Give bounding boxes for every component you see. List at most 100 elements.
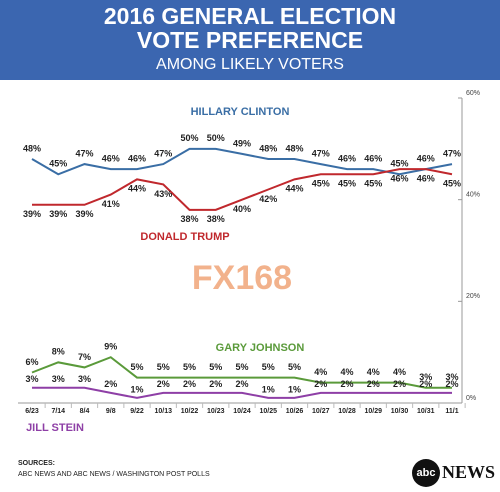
x-tick-label: 10/31 — [417, 408, 435, 415]
data-label: 5% — [235, 362, 248, 372]
data-label: 46% — [417, 174, 435, 184]
x-tick-label: 10/13 — [154, 408, 172, 415]
data-label: 45% — [390, 159, 408, 169]
x-tick-label: 9/8 — [106, 408, 116, 415]
data-label: 46% — [390, 174, 408, 184]
x-tick-label: 10/27 — [312, 408, 330, 415]
data-label: 39% — [23, 209, 41, 219]
data-label: 1% — [262, 384, 275, 394]
data-label: 2% — [419, 379, 432, 389]
data-label: 40% — [233, 204, 251, 214]
data-label: 39% — [75, 209, 93, 219]
logo-circle — [412, 459, 440, 487]
x-tick-label: 9/22 — [130, 408, 144, 415]
x-tick-label: 10/24 — [233, 408, 251, 415]
data-label: 2% — [104, 379, 117, 389]
chart-subtitle: AMONG LIKELY VOTERS — [156, 56, 344, 73]
data-label: 47% — [312, 148, 330, 158]
data-label: 43% — [154, 189, 172, 199]
data-label: 8% — [52, 347, 65, 357]
data-label: 5% — [288, 362, 301, 372]
data-label: 5% — [130, 362, 143, 372]
logo-mark: abc — [417, 467, 436, 479]
data-label: 2% — [340, 379, 353, 389]
data-label: 2% — [235, 379, 248, 389]
data-label: 44% — [128, 184, 146, 194]
data-label: 5% — [183, 362, 196, 372]
data-label: 5% — [157, 362, 170, 372]
data-label: 48% — [23, 143, 41, 153]
x-tick-label: 10/23 — [207, 408, 225, 415]
logo-text: NEWS — [442, 462, 495, 482]
data-label: 9% — [104, 342, 117, 352]
x-tick-label: 11/1 — [445, 408, 458, 415]
data-label: 38% — [207, 214, 225, 224]
data-label: 45% — [443, 179, 461, 189]
series-line — [32, 168, 453, 211]
data-label: 47% — [75, 148, 93, 158]
data-label: 4% — [340, 367, 353, 377]
header-band — [0, 0, 500, 80]
data-label: 46% — [417, 154, 435, 164]
data-label: 2% — [393, 379, 406, 389]
data-label: 1% — [288, 384, 301, 394]
data-label: 2% — [445, 379, 458, 389]
data-label: 45% — [49, 159, 67, 169]
data-label: 4% — [393, 367, 406, 377]
data-label: 46% — [364, 154, 382, 164]
data-label: 42% — [259, 194, 277, 204]
data-label: 39% — [49, 209, 67, 219]
x-tick-label: 10/25 — [259, 408, 277, 415]
data-label: 46% — [338, 154, 356, 164]
x-tick-label: 10/28 — [338, 408, 356, 415]
data-label: 47% — [154, 148, 172, 158]
data-label: 3% — [445, 372, 458, 382]
data-label: 46% — [102, 154, 120, 164]
series-label: GARY JOHNSON — [216, 342, 305, 354]
source: ABC NEWS AND ABC NEWS / WASHINGTON POST … — [18, 471, 210, 478]
watermark: FX168 — [192, 259, 292, 297]
data-label: 50% — [207, 133, 225, 143]
x-tick-label: 10/29 — [364, 408, 382, 415]
data-label: 49% — [233, 138, 251, 148]
data-label: 4% — [314, 367, 327, 377]
data-label: 44% — [285, 184, 303, 194]
data-label: 2% — [367, 379, 380, 389]
data-label: 50% — [180, 133, 198, 143]
data-label: 2% — [209, 379, 222, 389]
data-label: 7% — [78, 352, 91, 362]
x-tick-label: 7/14 — [51, 408, 65, 415]
source-heading: SOURCES: — [18, 460, 55, 467]
data-label: 48% — [259, 143, 277, 153]
x-tick-label: 10/30 — [391, 408, 409, 415]
series-line — [32, 386, 452, 399]
data-label: 46% — [128, 154, 146, 164]
data-label: 47% — [443, 148, 461, 158]
series-label: HILLARY CLINTON — [191, 106, 290, 118]
x-tick-label: 10/26 — [286, 408, 304, 415]
y-tick-label: 60% — [466, 90, 480, 97]
data-label: 1% — [130, 384, 143, 394]
series-label: DONALD TRUMP — [140, 231, 229, 243]
data-label: 3% — [52, 374, 65, 384]
x-tick-label: 6/23 — [25, 408, 39, 415]
data-label: 6% — [25, 357, 38, 367]
data-label: 45% — [312, 179, 330, 189]
data-label: 5% — [262, 362, 275, 372]
data-label: 2% — [183, 379, 196, 389]
x-tick-label: 8/4 — [80, 408, 90, 415]
series-label: JILL STEIN — [26, 422, 84, 434]
series-line — [31, 356, 452, 389]
chart-title: VOTE PREFERENCE — [137, 27, 363, 53]
data-label: 3% — [419, 372, 432, 382]
y-tick-label: 0% — [466, 395, 476, 402]
data-label: 2% — [314, 379, 327, 389]
data-label: 2% — [157, 379, 170, 389]
data-label: 45% — [364, 179, 382, 189]
series-line — [31, 147, 453, 176]
y-tick-label: 20% — [466, 293, 480, 300]
data-label: 5% — [209, 362, 222, 372]
data-label: 3% — [78, 374, 91, 384]
data-label: 45% — [338, 179, 356, 189]
